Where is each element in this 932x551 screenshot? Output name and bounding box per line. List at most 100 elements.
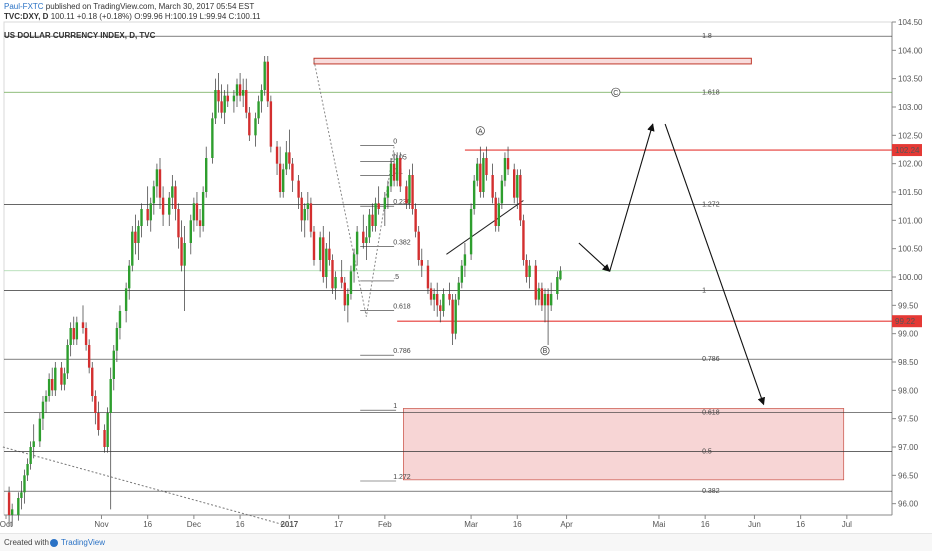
candle-body: [124, 288, 128, 311]
candle: [152, 180, 156, 215]
candle: [214, 78, 217, 124]
horizontal-level-label: 1.618: [702, 89, 720, 96]
x-tick-label: 16: [236, 520, 245, 529]
candle-body: [168, 197, 171, 215]
candle: [395, 152, 399, 187]
last-price: 100.11: [50, 12, 75, 21]
candle: [192, 197, 196, 232]
candle-body: [439, 305, 442, 311]
candle-body: [525, 260, 528, 277]
candle-body: [389, 163, 393, 187]
target-zone-box: [403, 408, 845, 481]
candle: [63, 367, 66, 391]
candle: [297, 175, 300, 209]
fib-extension-label: 1: [393, 403, 397, 410]
candle-body: [183, 243, 186, 266]
x-tick-label: 16: [701, 520, 710, 529]
candle-body: [472, 180, 476, 209]
candle: [408, 169, 411, 209]
candle-body: [149, 203, 152, 221]
candle: [365, 226, 368, 260]
candle: [525, 254, 528, 283]
candle: [306, 192, 310, 221]
candle: [180, 220, 183, 272]
tradingview-brand[interactable]: TradingView: [61, 538, 106, 547]
fib-retracement-label: 0.618: [393, 303, 411, 310]
candle: [303, 203, 306, 238]
candle-body: [171, 186, 174, 198]
candle-body: [411, 175, 414, 209]
candle-body: [506, 158, 510, 170]
candle: [217, 73, 220, 113]
candle: [328, 231, 331, 266]
candle-body: [63, 373, 66, 385]
candle: [245, 78, 248, 119]
candle: [482, 152, 485, 198]
publish-line: Paul-FXTC published on TradingView.com, …: [4, 2, 254, 11]
candle: [534, 260, 537, 306]
candle: [429, 282, 433, 306]
candle: [405, 180, 408, 209]
y-tick-label: 102.00: [898, 160, 923, 169]
y-tick-label: 98.00: [898, 386, 919, 395]
candle-body: [377, 203, 380, 209]
candle: [503, 152, 507, 187]
x-tick-label: Feb: [378, 520, 392, 529]
horizontal-level-label: 0.382: [702, 488, 720, 495]
candle: [20, 481, 23, 510]
candle-body: [436, 294, 439, 306]
candle-body: [352, 254, 356, 272]
horizontal-level-label: 0.5: [702, 449, 712, 456]
candle-body: [420, 260, 423, 266]
x-tick-label: Oct: [0, 520, 13, 529]
candle: [269, 95, 273, 153]
candle-body: [44, 396, 48, 402]
candle-body: [131, 231, 134, 266]
fib-retracement-label: 0: [393, 139, 397, 146]
candle-body: [220, 101, 223, 113]
author-link[interactable]: Paul-FXTC: [4, 2, 44, 11]
candle: [51, 367, 54, 396]
candle-body: [494, 197, 497, 226]
candle: [417, 226, 420, 266]
candle: [87, 339, 91, 374]
candle: [282, 163, 285, 198]
price-chart[interactable]: 104.50104.00103.50103.00102.50102.00101.…: [0, 0, 932, 533]
candle-body: [374, 203, 377, 226]
symbol: TVC:DXY, D: [4, 12, 49, 21]
candle: [309, 197, 313, 238]
candle-body: [303, 209, 306, 221]
candle-body: [158, 169, 162, 198]
low-value: L:99.94: [199, 12, 227, 21]
candle: [414, 203, 417, 238]
wave-label: A: [478, 128, 483, 135]
candle: [10, 503, 14, 527]
candle-body: [248, 112, 251, 136]
candle-body: [417, 231, 420, 260]
candle: [491, 163, 494, 204]
candle: [23, 469, 26, 504]
candle-body: [543, 294, 547, 306]
candle: [463, 243, 467, 277]
x-tick-label: 2017: [280, 520, 298, 529]
candle-body: [405, 186, 408, 204]
candle: [158, 158, 162, 209]
candle-body: [297, 180, 300, 198]
candle: [248, 107, 251, 141]
candle-body: [32, 441, 35, 447]
candle-body: [312, 231, 316, 260]
rising-trendline: [446, 200, 524, 255]
close-value: C:100.11: [228, 12, 261, 21]
candle-body: [432, 294, 436, 300]
candle: [513, 163, 516, 204]
candle: [66, 339, 69, 379]
x-tick-label: Nov: [94, 520, 108, 529]
candle-body: [263, 61, 266, 90]
candle: [497, 197, 500, 232]
candle-body: [371, 214, 374, 226]
candle-body: [241, 90, 245, 96]
candle-body: [161, 197, 165, 215]
candle-body: [275, 146, 279, 164]
y-tick-label: 99.00: [898, 330, 919, 339]
candle: [426, 260, 430, 294]
